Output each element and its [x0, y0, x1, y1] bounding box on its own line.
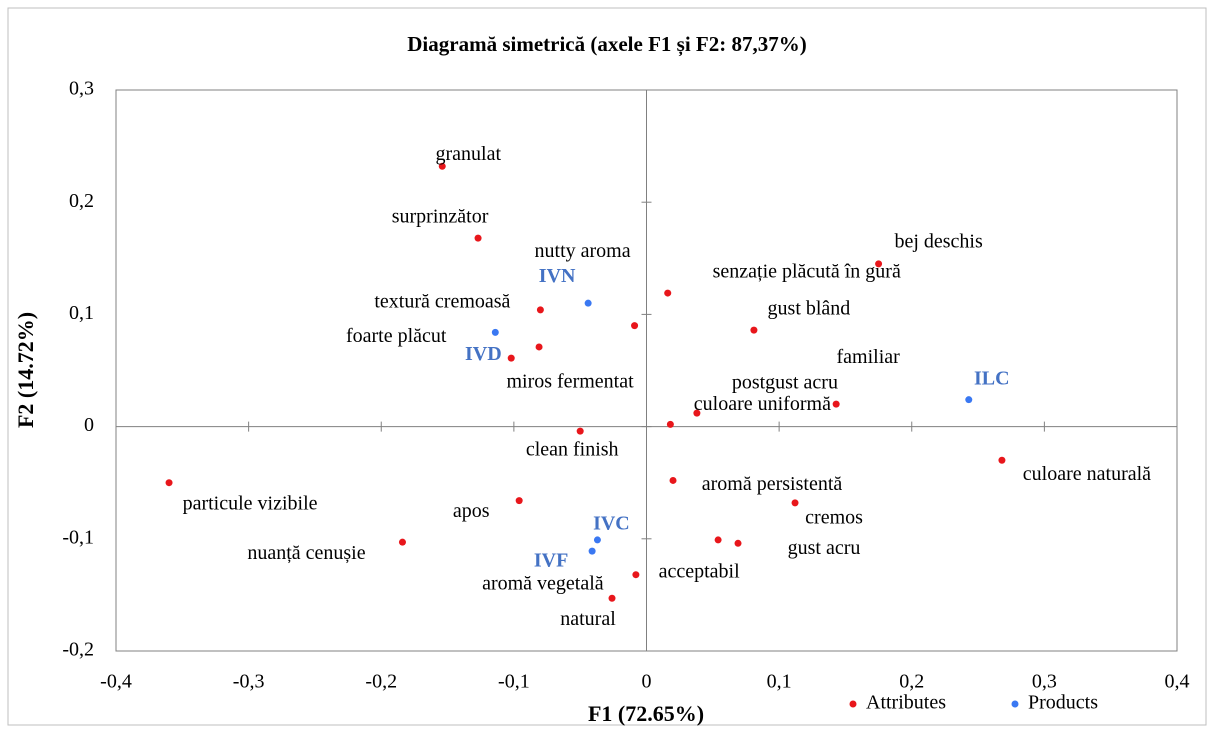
legend-marker — [849, 700, 857, 708]
product-label: IVF — [534, 550, 568, 572]
point — [535, 343, 543, 351]
point — [664, 289, 672, 297]
point-label: textură cremoasă — [374, 291, 510, 313]
point — [584, 299, 592, 307]
chart-border — [7, 7, 1207, 726]
x-tick-label: 0 — [642, 671, 652, 693]
point — [734, 539, 742, 547]
point-label: granulat — [435, 143, 501, 165]
point-label: culoare naturală — [1023, 463, 1151, 485]
point — [536, 306, 544, 314]
point — [515, 497, 523, 505]
point — [576, 427, 584, 435]
point-label: particule vizibile — [183, 492, 318, 514]
point-label: familiar — [836, 346, 900, 368]
point-label: gust acru — [788, 537, 861, 559]
point-label: aromă persistentă — [702, 473, 843, 495]
point — [998, 456, 1006, 464]
x-tick-label: -0,3 — [233, 671, 265, 693]
x-tick-label: -0,4 — [100, 671, 132, 693]
y-tick-label: 0 — [84, 414, 94, 436]
point-label: natural — [560, 608, 616, 630]
y-axis-title: F2 (14.72%) — [13, 312, 38, 428]
point — [965, 396, 973, 404]
point — [507, 354, 515, 362]
y-tick-label: 0,2 — [69, 190, 94, 212]
y-tick-label: -0,2 — [62, 639, 94, 661]
x-tick-label: -0,1 — [498, 671, 530, 693]
point — [632, 571, 640, 579]
point-label: aromă vegetală — [482, 572, 604, 594]
product-label: ILC — [974, 367, 1010, 389]
point — [438, 162, 446, 170]
point — [474, 234, 482, 242]
x-tick-label: 0,3 — [1032, 671, 1057, 693]
point-label: culoare uniformă — [694, 393, 831, 415]
point — [593, 536, 601, 544]
legend-label: Products — [1028, 692, 1098, 714]
point-label: gust blând — [768, 298, 851, 320]
point — [588, 547, 596, 555]
point — [714, 536, 722, 544]
point-label: acceptabil — [659, 561, 740, 583]
x-tick-label: 0,4 — [1165, 671, 1190, 693]
point-label: cremos — [805, 506, 863, 528]
point — [750, 326, 758, 334]
point — [491, 328, 499, 336]
legend-marker — [1011, 700, 1019, 708]
point-label: miros fermentat — [506, 371, 634, 393]
point — [666, 420, 674, 428]
legend-label: Attributes — [866, 692, 946, 714]
product-label: IVC — [593, 513, 630, 535]
point — [875, 260, 883, 268]
y-tick-label: 0,1 — [69, 302, 94, 324]
point-label: foarte plăcut — [346, 325, 447, 347]
point — [608, 594, 616, 602]
point-label: surprinzător — [392, 206, 489, 228]
x-tick-label: -0,2 — [365, 671, 397, 693]
product-label: IVD — [465, 343, 502, 365]
x-tick-label: 0,2 — [899, 671, 924, 693]
point — [398, 538, 406, 546]
product-label: IVN — [539, 265, 576, 287]
point — [832, 400, 840, 408]
point — [669, 476, 677, 484]
point — [693, 409, 701, 417]
point-label: nuanță cenușie — [247, 542, 365, 564]
point — [165, 479, 173, 487]
point — [631, 322, 639, 330]
point — [791, 499, 799, 507]
y-tick-label: 0,3 — [69, 78, 94, 100]
x-tick-label: 0,1 — [767, 671, 792, 693]
y-tick-label: -0,1 — [62, 526, 94, 548]
x-axis-title: F1 (72.65%) — [588, 701, 704, 726]
point-label: senzație plăcută în gură — [713, 261, 901, 283]
point-label: apos — [453, 500, 490, 522]
point-label: clean finish — [526, 439, 619, 461]
point-label: nutty aroma — [535, 240, 631, 262]
chart-title: Diagramă simetrică (axele F1 și F2: 87,3… — [407, 32, 806, 57]
point-label: bej deschis — [894, 231, 983, 253]
point-label: postgust acru — [732, 372, 838, 394]
